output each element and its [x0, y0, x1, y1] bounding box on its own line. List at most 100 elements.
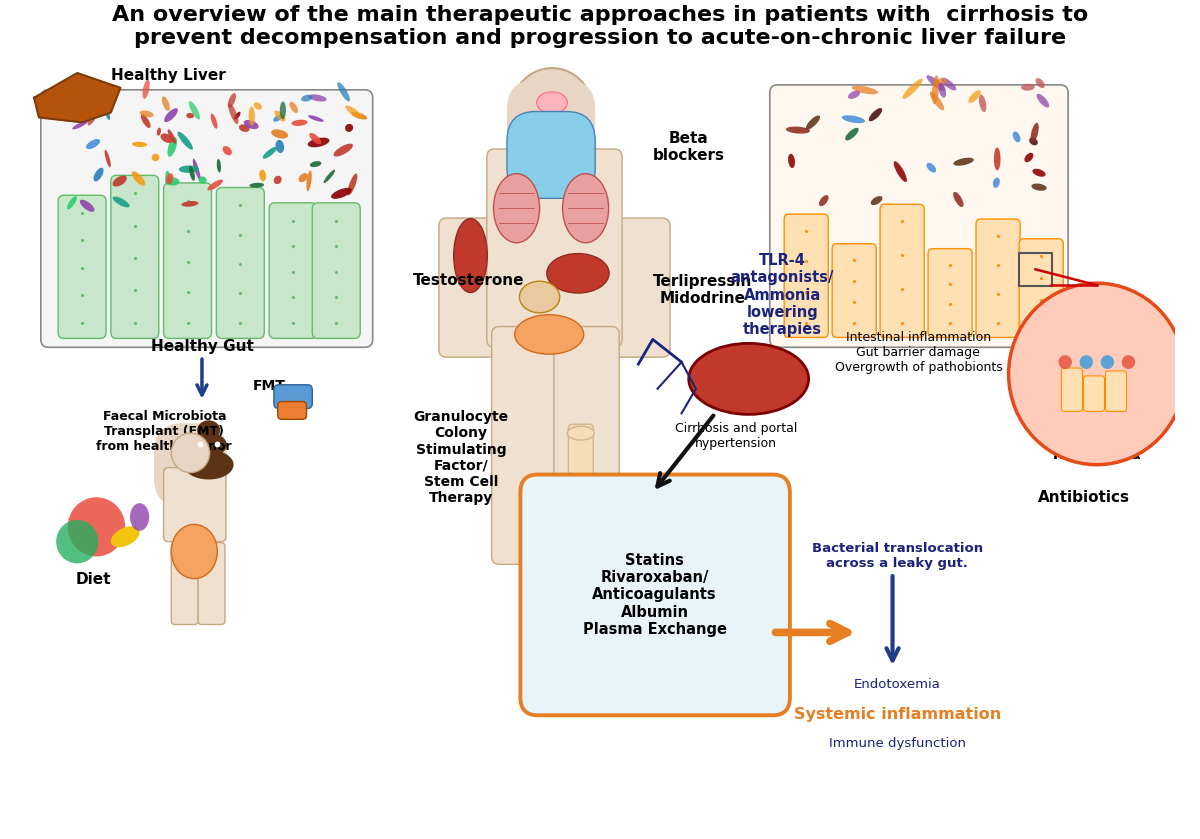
Ellipse shape	[263, 147, 277, 159]
Text: Antibiotics: Antibiotics	[1038, 490, 1130, 505]
Ellipse shape	[818, 195, 829, 206]
Ellipse shape	[1030, 138, 1038, 145]
Ellipse shape	[520, 281, 559, 313]
Text: Rifaximin-α: Rifaximin-α	[1052, 448, 1141, 461]
Ellipse shape	[274, 175, 282, 184]
Ellipse shape	[979, 95, 986, 112]
FancyBboxPatch shape	[784, 214, 828, 337]
Ellipse shape	[938, 82, 946, 98]
Text: Bacterial translocation
across a leaky gut.: Bacterial translocation across a leaky g…	[811, 543, 983, 571]
FancyBboxPatch shape	[976, 219, 1020, 337]
Ellipse shape	[1032, 169, 1045, 177]
Ellipse shape	[454, 218, 487, 293]
Ellipse shape	[348, 174, 358, 195]
Ellipse shape	[157, 128, 161, 136]
Ellipse shape	[308, 94, 326, 102]
Ellipse shape	[250, 183, 264, 188]
Ellipse shape	[178, 132, 193, 149]
FancyBboxPatch shape	[163, 183, 211, 338]
Text: Testosterone: Testosterone	[413, 273, 524, 288]
Ellipse shape	[186, 113, 194, 118]
Ellipse shape	[1025, 153, 1033, 162]
FancyBboxPatch shape	[172, 543, 198, 624]
FancyBboxPatch shape	[277, 402, 306, 420]
Ellipse shape	[953, 192, 964, 207]
Ellipse shape	[67, 196, 77, 210]
Ellipse shape	[191, 433, 227, 456]
FancyBboxPatch shape	[880, 204, 924, 337]
Ellipse shape	[932, 76, 940, 104]
Ellipse shape	[88, 108, 98, 125]
Ellipse shape	[166, 170, 170, 185]
Ellipse shape	[94, 168, 103, 181]
Ellipse shape	[841, 115, 865, 123]
Ellipse shape	[310, 133, 322, 144]
Ellipse shape	[350, 112, 367, 119]
Ellipse shape	[104, 150, 110, 167]
Ellipse shape	[926, 76, 946, 91]
Ellipse shape	[130, 503, 149, 531]
Ellipse shape	[968, 91, 980, 103]
FancyBboxPatch shape	[492, 326, 557, 565]
Ellipse shape	[132, 171, 145, 185]
Text: FMT: FMT	[253, 378, 286, 393]
Text: TLR-4
antagonists/
Ammonia
lowering
therapies: TLR-4 antagonists/ Ammonia lowering ther…	[731, 253, 834, 337]
Ellipse shape	[934, 78, 947, 86]
FancyBboxPatch shape	[607, 218, 670, 357]
Ellipse shape	[239, 124, 250, 132]
Ellipse shape	[164, 108, 178, 122]
Ellipse shape	[140, 114, 150, 128]
Text: Faecal Microbiota
Transplant (FMT)
from healthy donor: Faecal Microbiota Transplant (FMT) from …	[96, 409, 232, 453]
Ellipse shape	[86, 139, 100, 149]
Ellipse shape	[292, 120, 307, 126]
Ellipse shape	[161, 133, 173, 143]
Ellipse shape	[280, 102, 286, 119]
Ellipse shape	[563, 174, 608, 242]
Ellipse shape	[162, 96, 170, 111]
Circle shape	[1058, 355, 1072, 369]
Ellipse shape	[786, 127, 810, 133]
FancyBboxPatch shape	[506, 112, 595, 198]
Ellipse shape	[953, 158, 974, 166]
FancyBboxPatch shape	[1105, 371, 1127, 411]
Ellipse shape	[184, 450, 234, 480]
Ellipse shape	[228, 93, 236, 107]
Ellipse shape	[168, 129, 176, 143]
Ellipse shape	[894, 161, 907, 182]
Ellipse shape	[331, 188, 352, 199]
Text: Systemic inflammation: Systemic inflammation	[793, 706, 1001, 722]
FancyBboxPatch shape	[198, 543, 224, 624]
Ellipse shape	[845, 128, 859, 140]
Ellipse shape	[244, 120, 259, 129]
Text: Immune dysfunction: Immune dysfunction	[829, 737, 966, 750]
Ellipse shape	[515, 315, 583, 354]
Ellipse shape	[168, 137, 178, 157]
Ellipse shape	[1037, 94, 1049, 107]
Ellipse shape	[1031, 184, 1046, 190]
Ellipse shape	[172, 524, 217, 579]
FancyBboxPatch shape	[1061, 368, 1082, 411]
FancyBboxPatch shape	[506, 80, 595, 189]
Ellipse shape	[289, 102, 298, 113]
Ellipse shape	[276, 140, 284, 153]
Ellipse shape	[788, 154, 794, 168]
Ellipse shape	[493, 174, 540, 242]
Ellipse shape	[926, 163, 936, 173]
Ellipse shape	[198, 176, 206, 184]
FancyBboxPatch shape	[832, 243, 876, 337]
FancyBboxPatch shape	[1019, 239, 1063, 337]
Ellipse shape	[167, 173, 173, 185]
Ellipse shape	[871, 196, 882, 205]
FancyBboxPatch shape	[312, 203, 360, 338]
Circle shape	[1008, 284, 1186, 465]
Ellipse shape	[253, 102, 262, 110]
Text: Healthy Gut: Healthy Gut	[150, 339, 253, 354]
Ellipse shape	[689, 343, 809, 414]
FancyBboxPatch shape	[110, 175, 158, 338]
Circle shape	[172, 433, 210, 472]
FancyBboxPatch shape	[58, 195, 106, 338]
Ellipse shape	[848, 91, 860, 99]
Ellipse shape	[307, 138, 330, 148]
Ellipse shape	[308, 115, 324, 122]
Ellipse shape	[568, 426, 594, 440]
